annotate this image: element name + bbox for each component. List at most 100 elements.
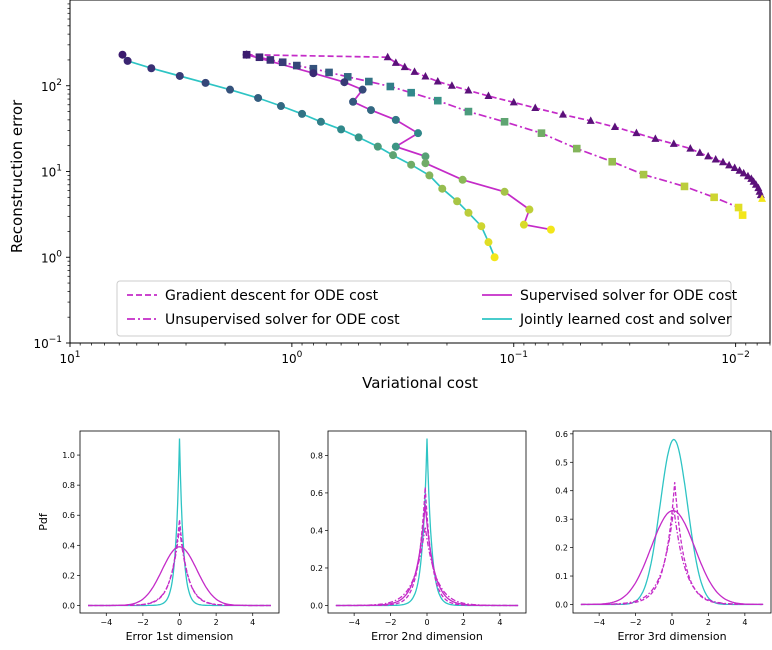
data-point-triangle <box>484 91 493 99</box>
pdf-plot-1st-dimension: −4 −2 0 2 4 0.0 0.2 0.4 0.6 0.8 1.0 Error 1st dime… <box>37 430 280 643</box>
y-tick-label: 0.6 <box>62 511 75 520</box>
data-point-circle <box>484 238 493 247</box>
main-axis-ticks: 101 100 10−1 10−2 10−1 100 101 102 <box>33 3 771 366</box>
pdf-2-ticks: −4 −2 0 2 4 0.0 0.2 0.4 0.6 0.8 <box>310 451 502 627</box>
x-tick-label: 100 <box>281 350 302 366</box>
y-tick-label: 0.6 <box>310 489 323 498</box>
y-tick-label: 100 <box>41 249 62 265</box>
data-point-square <box>309 64 318 73</box>
legend-label: Gradient descent for ODE cost <box>165 288 379 304</box>
data-point-square <box>325 68 333 77</box>
data-point-circle <box>201 78 210 87</box>
pdf-3-curves <box>580 438 764 606</box>
pdf-2-x-axis-label: Error 2nd dimension <box>371 630 483 643</box>
pdf-plot-2nd-dimension: −4 −2 0 2 4 0.0 0.2 0.4 0.6 0.8 Error 2nd dimensi… <box>310 430 527 643</box>
pdf-1-x-axis-label: Error 1st dimension <box>126 630 234 643</box>
data-point-triangle <box>704 151 713 160</box>
main-y-axis-label: Reconstruction error <box>8 99 26 253</box>
data-point-triangle <box>391 58 400 66</box>
data-point-triangle <box>447 81 456 89</box>
y-tick-label: 0.2 <box>62 571 75 580</box>
data-point-circle <box>147 64 156 73</box>
legend-label: Unsupervised solver for ODE cost <box>165 312 400 328</box>
x-tick-label: 4 <box>250 618 255 627</box>
series-line-1 <box>246 53 744 216</box>
data-point-circle <box>242 50 251 59</box>
y-tick-label: 1.0 <box>62 451 75 460</box>
main-markers-layer <box>118 50 767 262</box>
y-tick-label: 0.4 <box>62 541 75 550</box>
pdf-curve-1 <box>335 487 519 607</box>
data-point-square <box>386 82 395 91</box>
data-point-circle <box>453 197 462 206</box>
data-point-square <box>266 56 275 64</box>
y-tick-label: 10−1 <box>33 335 62 351</box>
legend-box <box>116 280 732 337</box>
pdf-3-ticks: −4 −2 0 2 4 0.0 0.1 0.2 0.3 0.4 0.5 0.6 <box>555 430 747 627</box>
data-point-triangle <box>383 52 392 61</box>
pdf-curve-3 <box>88 546 271 607</box>
data-point-circle <box>316 117 325 126</box>
data-point-triangle <box>421 72 430 80</box>
data-point-circle <box>226 85 235 94</box>
data-point-circle <box>414 129 423 138</box>
pdf-1-y-axis-label: Pdf <box>37 512 50 531</box>
data-point-triangle <box>433 77 442 85</box>
series-line-2 <box>246 53 552 231</box>
data-point-square <box>680 182 689 191</box>
data-point-circle <box>519 220 528 229</box>
data-point-square <box>710 193 718 202</box>
y-tick-label: 0.8 <box>310 451 323 460</box>
data-point-circle <box>525 205 534 214</box>
legend-label: Supervised solver for ODE cost <box>520 288 738 304</box>
data-point-circle <box>546 225 555 234</box>
y-tick-label: 0.0 <box>62 601 75 610</box>
data-point-square <box>572 144 581 153</box>
data-point-circle <box>276 102 285 111</box>
data-point-square <box>255 53 264 62</box>
data-point-square <box>343 73 352 81</box>
x-tick-label: 10−1 <box>499 350 528 366</box>
data-point-triangle <box>586 116 595 124</box>
data-point-triangle <box>509 97 518 106</box>
x-tick-label: 0 <box>669 618 674 627</box>
pdf-plot-3rd-dimension: −4 −2 0 2 4 0.0 0.1 0.2 0.3 0.4 0.5 0.6 Error 3rd d… <box>555 430 772 643</box>
data-point-circle <box>373 142 382 151</box>
data-point-circle <box>438 184 447 193</box>
pdf-curve-3 <box>335 526 519 607</box>
pdf-curve-1 <box>580 482 764 606</box>
data-point-square <box>407 88 415 97</box>
data-point-triangle <box>632 128 641 137</box>
main-convergence-plot: 101 100 10−1 10−2 10−1 100 101 102 Variational … <box>8 0 771 392</box>
y-tick-label: 0.8 <box>62 481 75 490</box>
data-point-circle <box>118 50 127 59</box>
pdf-curve-1 <box>88 519 271 607</box>
data-point-triangle <box>464 86 473 94</box>
data-point-circle <box>337 125 346 134</box>
data-point-square <box>433 96 442 105</box>
data-point-circle <box>358 85 367 94</box>
pdf-curve-0 <box>580 438 764 606</box>
x-tick-label: 4 <box>742 618 747 627</box>
pdf-3-x-axis-label: Error 3rd dimension <box>617 630 726 643</box>
data-point-triangle <box>730 163 739 171</box>
pdf-1-ticks: −4 −2 0 2 4 0.0 0.2 0.4 0.6 0.8 1.0 <box>62 451 255 627</box>
data-point-triangle <box>739 168 748 177</box>
data-point-circle <box>254 93 263 102</box>
data-point-circle <box>477 222 486 231</box>
y-tick-label: 102 <box>41 78 62 94</box>
x-tick-label: −4 <box>593 618 605 627</box>
data-point-circle <box>458 175 467 184</box>
y-tick-label: 0.0 <box>310 601 323 610</box>
data-point-square <box>639 170 648 179</box>
y-tick-label: 0.2 <box>310 564 323 573</box>
y-tick-label: 0.0 <box>555 600 568 609</box>
main-x-axis-label: Variational cost <box>362 374 478 392</box>
data-point-circle <box>391 142 400 151</box>
data-point-square <box>734 203 743 212</box>
x-tick-label: −4 <box>100 618 112 627</box>
data-point-circle <box>391 115 400 124</box>
pdf-curve-3 <box>580 509 764 606</box>
data-point-square <box>365 77 373 86</box>
x-tick-label: 0 <box>177 618 182 627</box>
